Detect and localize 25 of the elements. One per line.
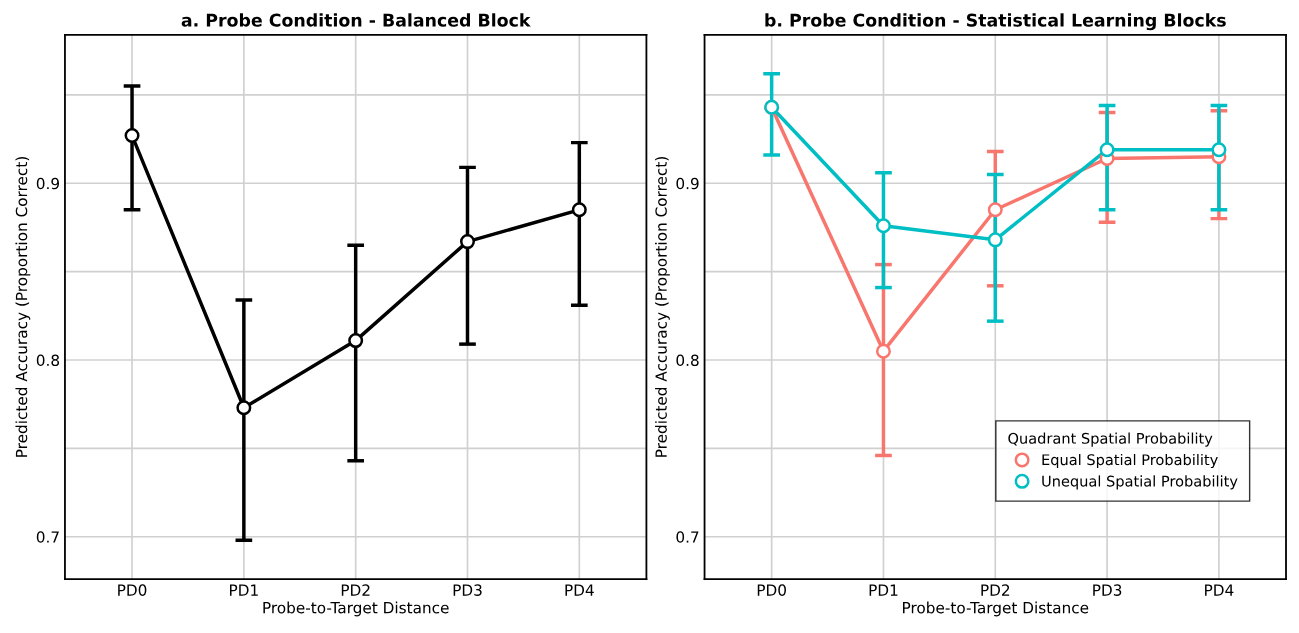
- chart-title: b. Probe Condition - Statistical Learning Blocks: [765, 13, 1226, 31]
- x-axis-title: Probe-to-Target Distance: [903, 601, 1089, 617]
- x-tick-label: PD3: [453, 584, 482, 596]
- y-tick-label: 0.9: [36, 177, 60, 190]
- x-axis-title: Probe-to-Target Distance: [263, 601, 449, 617]
- legend-label: Equal Spatial Probability: [1042, 453, 1218, 469]
- x-tick-label: PD4: [565, 584, 594, 596]
- y-axis-title: Predicted Accuracy (Proportion Correct): [15, 157, 31, 457]
- y-axis-title: Predicted Accuracy (Proportion Correct): [655, 157, 670, 457]
- x-tick-label: PD2: [981, 584, 1010, 596]
- chart-title: a. Probe Condition - Balanced Block: [181, 13, 531, 27]
- legend-title: Quadrant Spatial Probability: [1008, 432, 1213, 447]
- x-tick-label: PD1: [230, 584, 258, 596]
- x-tick-label: PD4: [1205, 584, 1234, 596]
- y-tick-label: 0.8: [676, 354, 699, 367]
- x-tick-label: PD0: [118, 584, 147, 596]
- x-tick-label: PD0: [757, 584, 786, 596]
- x-tick-label: PD2: [341, 584, 370, 596]
- legend-label: Unequal Spatial Probability: [1042, 475, 1238, 490]
- x-tick-label: PD1: [869, 584, 898, 596]
- y-tick-label: 0.8: [36, 354, 60, 367]
- y-tick-label: 0.7: [676, 531, 699, 543]
- x-tick-label: PD3: [1093, 584, 1122, 596]
- y-tick-label: 0.9: [676, 177, 699, 190]
- y-tick-label: 0.7: [36, 531, 59, 543]
